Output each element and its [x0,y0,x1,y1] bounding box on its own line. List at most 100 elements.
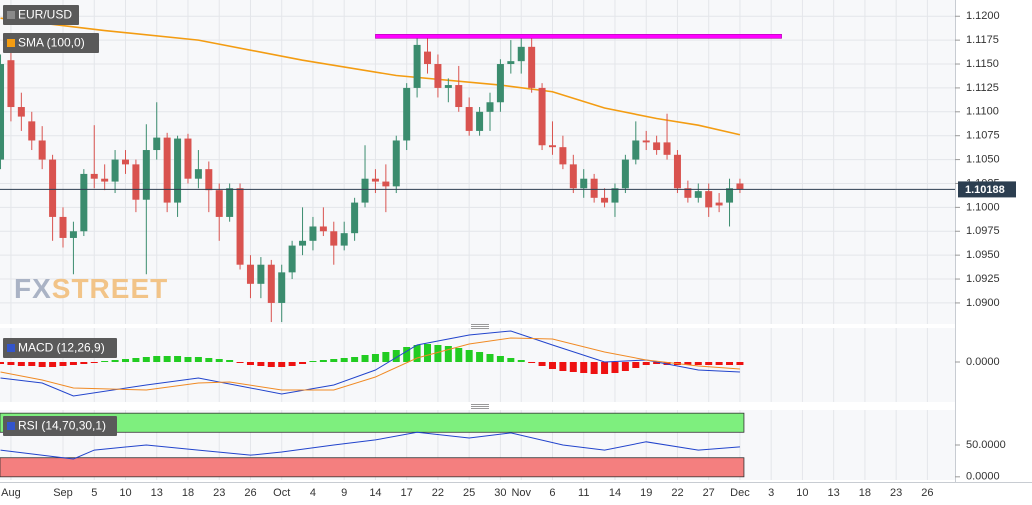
macd-histogram-bar [38,362,46,367]
candle-body [715,202,723,206]
legend-swatch [7,422,15,430]
candle-body [163,137,171,203]
candle-body [49,159,57,217]
candle-body [121,159,129,165]
candle-body [278,272,286,303]
macd-histogram-bar [257,362,265,366]
macd-histogram-bar [69,362,77,365]
candle-body [288,245,296,273]
candle-body [246,264,254,284]
y-tick-label: 1.1050 [966,153,1000,165]
macd-histogram-bar [392,350,400,362]
candle-body [319,226,327,232]
macd-histogram-bar [403,347,411,362]
x-tick-label: 23 [890,487,902,499]
macd-histogram-bar [361,355,369,362]
legend-swatch [7,11,15,19]
x-tick-label: 14 [609,487,621,499]
candle-body [403,87,411,141]
x-tick-label: 18 [182,487,194,499]
macd-histogram-bar [538,362,546,366]
legend-label: EUR/USD [18,8,72,22]
macd-histogram-bar [111,360,119,362]
candle-body [28,121,36,141]
legend-label: SMA (100,0) [18,36,85,50]
candle-body [434,64,442,88]
candle-body [142,150,150,200]
candle-body [413,44,421,88]
macd-histogram-bar [351,357,359,362]
candle-body [444,85,452,88]
series-line [0,431,740,460]
macd-histogram-bar [184,357,192,362]
legend-box [3,5,79,25]
x-tick-label: 25 [463,487,475,499]
candle-body [684,188,692,198]
candle-body [392,140,400,187]
x-tick-label: 10 [796,487,808,499]
macd-histogram-bar [496,356,504,362]
candle-body [7,60,15,108]
macd-histogram-bar [424,344,432,362]
candle-body [59,216,67,238]
x-tick-label: 18 [859,487,871,499]
x-tick-label: 3 [768,487,774,499]
y-tick-label: 1.1100 [966,106,999,118]
candle-body [174,138,182,203]
macd-histogram-bar [121,359,129,362]
pane-handle[interactable] [471,404,489,409]
series-line [0,330,740,397]
macd-histogram-bar [382,352,390,362]
labels-layer: Aug Sep 5 10 13 18 23 26 Oct 4 9 14 17 22 25 30 Nov 6 11 14… [1,5,1016,499]
macd-histogram-bar [278,362,286,367]
candle-body [694,191,702,198]
x-tick-label: 26 [921,487,933,499]
candle-body [653,142,661,151]
candle-body [371,178,379,182]
watermark: FXSTREET [14,273,168,304]
macd-histogram-bar [632,362,640,368]
candle-body [69,231,77,238]
legend-box [3,338,117,358]
macd-histogram-bar [684,362,692,365]
candle-body [80,173,88,232]
candle-body [465,107,473,131]
candle-body [340,233,348,246]
macd-histogram-bar [590,362,598,374]
macd-histogram-bar [601,362,609,374]
pane-handle[interactable] [471,324,489,329]
macd-histogram-bar [330,359,338,362]
x-tick-label: Oct [273,487,290,499]
x-tick-label: 23 [213,487,225,499]
candle-body [309,226,317,241]
macd-histogram-bar [726,362,734,365]
candle-body [580,178,588,189]
macd-histogram-bar [194,357,202,362]
macd-histogram-bar [340,358,348,362]
candle-body [38,140,46,160]
macd-histogram-bar [371,354,379,362]
candle-body [486,102,494,112]
macd-histogram-bar [319,360,327,362]
macd-histogram-bar [569,362,577,372]
macd-histogram-bar [517,360,525,362]
marks-layer [0,17,955,478]
candle-body [455,85,463,108]
x-tick-label: 11 [578,487,589,499]
macd-histogram-bar [559,362,567,371]
y-tick-label: 1.0950 [966,249,1000,261]
macd-histogram-bar [476,352,484,362]
macd-histogram-bar [28,362,36,366]
macd-histogram-bar [486,354,494,362]
candle-body [330,231,338,246]
x-tick-label: Nov [511,487,531,499]
macd-histogram-bar [309,361,317,362]
y-tick-label: 1.0900 [966,297,1000,309]
legend-box [3,33,99,53]
macd-histogram-bar [580,362,588,373]
candle-body [621,159,629,189]
x-tick-label: Sep [53,487,73,499]
x-tick-label: 10 [119,487,131,499]
candle-body [705,191,713,208]
price-pane [0,0,955,324]
